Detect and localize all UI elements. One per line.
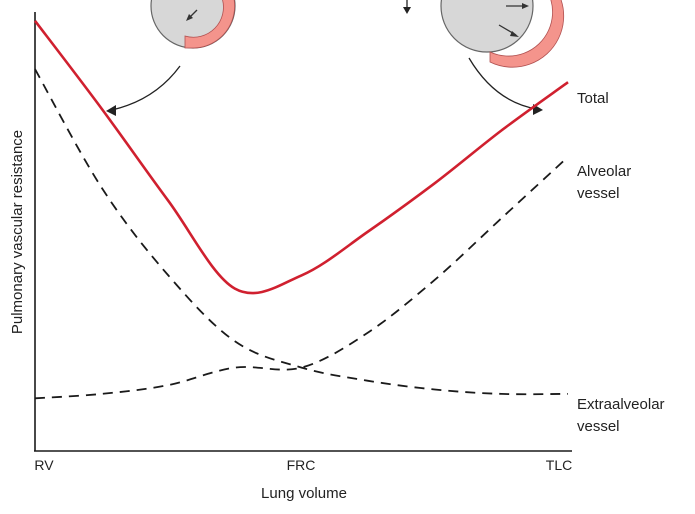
left-connector-arrow — [106, 65, 181, 116]
high-volume-vessel-diagram — [440, 0, 565, 68]
x-tick-label-frc: FRC — [287, 457, 316, 473]
x-axis-title: Lung volume — [261, 485, 347, 502]
total-resistance-line — [33, 20, 569, 295]
low-volume-vessel-diagram — [150, 0, 236, 49]
pressure-arrow-icon — [403, 0, 411, 14]
series-label-alveolar-line1: Alveolar — [577, 163, 631, 180]
alveolar-vessel-line — [34, 156, 569, 400]
series-label-extra-line2: vessel — [577, 418, 620, 435]
series-label-extra-line1: Extraalveolar — [577, 396, 665, 413]
extraalveolar-vessel-line — [34, 68, 569, 396]
series-label-alveolar-line2: vessel — [577, 185, 620, 202]
x-tick-label-tlc: TLC — [546, 457, 572, 473]
y-axis-title: Pulmonary vascular resistance — [9, 130, 26, 334]
series-label-total: Total — [577, 90, 609, 107]
x-tick-label-rv: RV — [34, 457, 54, 473]
